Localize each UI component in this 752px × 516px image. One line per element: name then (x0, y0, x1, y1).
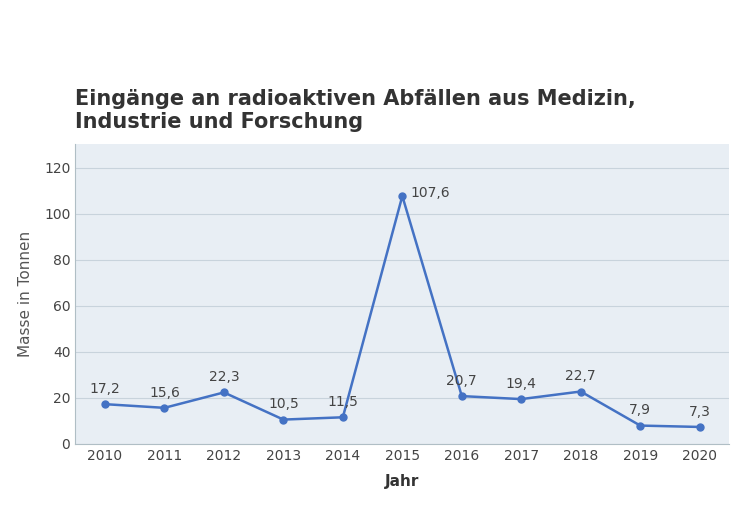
Text: 11,5: 11,5 (327, 395, 358, 409)
Text: 15,6: 15,6 (149, 385, 180, 399)
Text: 19,4: 19,4 (506, 377, 537, 391)
Text: Eingänge an radioaktiven Abfällen aus Medizin,
Industrie und Forschung: Eingänge an radioaktiven Abfällen aus Me… (75, 89, 636, 132)
X-axis label: Jahr: Jahr (385, 474, 420, 489)
Y-axis label: Masse in Tonnen: Masse in Tonnen (18, 231, 33, 357)
Text: 22,3: 22,3 (208, 370, 239, 384)
Text: 107,6: 107,6 (411, 186, 450, 200)
Text: 7,3: 7,3 (689, 405, 711, 418)
Text: 20,7: 20,7 (447, 374, 477, 388)
Text: 7,9: 7,9 (629, 403, 651, 417)
Text: 17,2: 17,2 (89, 382, 120, 396)
Text: 10,5: 10,5 (268, 397, 299, 411)
Text: 22,7: 22,7 (566, 369, 596, 383)
